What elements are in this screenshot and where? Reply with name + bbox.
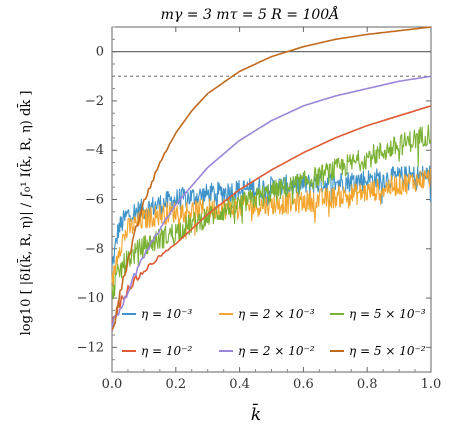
y-tick-label: −12 [77,340,104,355]
legend-label-1: η = 10⁻³ [141,307,192,321]
y-tick-label: −2 [85,94,104,109]
x-tick-label: 0.2 [165,377,186,392]
series-line-6 [111,26,432,331]
legend-label-3: η = 5 × 10⁻³ [349,307,426,321]
x-tick-label: 0.0 [102,377,123,392]
legend-label-4: η = 10⁻² [141,344,192,358]
series-line-1 [111,165,432,266]
y-tick-label: 0 [96,45,104,60]
legend: η = 10⁻³ η = 2 × 10⁻³ η = 5 × 10⁻³ η = 10⁻²… [122,307,426,358]
x-axis-label: k̄ [251,402,261,425]
y-tick-label: −4 [85,143,104,158]
legend-label-6: η = 5 × 10⁻² [349,344,426,358]
x-tick-label: 0.4 [229,377,250,392]
plot-area: 0.0 0.2 0.4 0.6 0.8 1.0 0 −2 −4 −6 −8 −10 −12 [77,26,442,392]
y-axis-label: log10 [ |δI(k̄, R, η)| / ∫₀¹ I(k̄, R, η)… [17,91,34,336]
x-tick-label: 0.8 [357,377,378,392]
series-line-3 [111,124,432,300]
series-line-2 [111,168,432,288]
x-tick-label: 1.0 [421,377,442,392]
chart-title: mγ = 3 mτ = 5 R = 100Å [161,5,340,23]
x-tick-label: 0.6 [293,377,314,392]
y-tick-label: −8 [85,242,104,257]
y-tick-label: −10 [77,291,104,306]
series-line-5 [111,75,432,332]
legend-label-2: η = 2 × 10⁻³ [238,307,315,321]
y-tick-label: −6 [85,193,104,208]
legend-label-5: η = 2 × 10⁻² [238,344,315,358]
series-line-4 [111,105,432,324]
